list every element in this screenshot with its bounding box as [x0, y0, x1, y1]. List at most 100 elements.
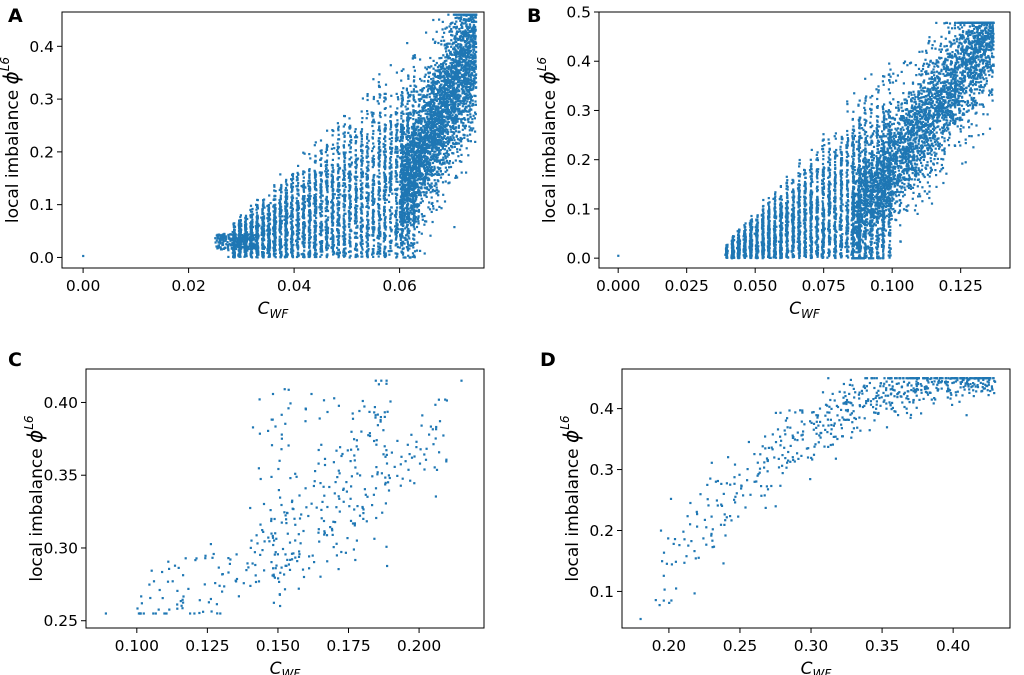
data-point — [467, 34, 471, 37]
data-point — [442, 54, 445, 57]
data-point — [384, 188, 388, 192]
data-point — [384, 164, 387, 167]
data-point — [390, 188, 393, 191]
data-point — [443, 134, 446, 138]
data-point — [269, 202, 272, 205]
data-point — [367, 248, 370, 251]
data-point — [296, 171, 299, 174]
data-point — [474, 65, 477, 68]
data-point — [412, 97, 415, 100]
data-point — [291, 230, 295, 234]
data-point — [445, 128, 448, 131]
data-point — [455, 96, 458, 99]
data-point — [371, 217, 374, 220]
data-point — [348, 127, 351, 130]
data-point — [249, 222, 252, 225]
data-point — [403, 186, 406, 189]
data-point — [301, 232, 304, 235]
data-point — [388, 253, 391, 256]
data-point — [423, 252, 426, 255]
data-point — [447, 147, 451, 150]
data-point — [444, 110, 447, 113]
data-point — [417, 93, 420, 96]
data-point — [399, 205, 402, 209]
data-point — [443, 91, 447, 94]
data-point — [437, 75, 440, 78]
data-point — [446, 123, 449, 127]
data-point — [407, 249, 410, 252]
data-point — [361, 117, 364, 120]
data-point — [445, 159, 448, 162]
data-point — [445, 50, 448, 53]
data-point — [348, 233, 351, 236]
data-point — [412, 136, 415, 139]
data-point — [461, 53, 464, 56]
data-point — [296, 213, 299, 216]
data-point — [344, 247, 347, 250]
data-point — [274, 256, 277, 259]
data-point — [290, 190, 293, 194]
data-point — [454, 16, 457, 20]
data-point — [429, 234, 432, 237]
data-point — [343, 154, 346, 157]
data-point — [394, 137, 397, 140]
data-point — [456, 86, 459, 89]
data-point — [384, 252, 387, 255]
data-point — [457, 47, 460, 50]
data-point — [462, 122, 465, 125]
data-point — [449, 52, 452, 55]
data-point — [471, 121, 474, 124]
data-point — [360, 174, 363, 177]
data-point — [291, 254, 294, 258]
data-point — [355, 190, 358, 193]
data-point — [360, 161, 363, 164]
data-point — [440, 72, 443, 75]
data-point — [401, 94, 404, 97]
data-point — [434, 109, 437, 112]
data-point — [460, 23, 463, 26]
data-point — [424, 157, 427, 161]
data-point — [420, 177, 423, 180]
data-point — [292, 177, 295, 180]
data-point — [360, 135, 363, 138]
data-point — [331, 192, 334, 195]
data-point — [424, 112, 427, 115]
data-point — [458, 99, 462, 102]
data-point — [313, 241, 317, 244]
data-point — [428, 84, 431, 87]
data-point — [407, 254, 410, 257]
data-point — [376, 100, 379, 103]
data-point — [420, 137, 423, 140]
data-point — [454, 127, 457, 130]
data-point — [256, 220, 259, 223]
data-point — [435, 186, 438, 189]
data-point — [372, 248, 375, 251]
data-point — [423, 129, 426, 132]
data-point — [450, 45, 453, 48]
data-point — [361, 97, 364, 100]
data-point — [348, 180, 351, 183]
data-point — [455, 51, 458, 54]
data-point — [413, 124, 416, 127]
data-point — [461, 105, 464, 108]
data-point — [360, 128, 364, 131]
data-point — [416, 111, 419, 114]
data-point — [302, 188, 305, 191]
data-point — [291, 189, 294, 192]
data-point — [313, 253, 316, 256]
data-point — [365, 155, 368, 158]
data-point — [349, 146, 352, 149]
data-point — [462, 110, 465, 113]
data-point — [301, 208, 304, 211]
data-point — [457, 72, 460, 75]
data-point — [348, 188, 352, 191]
data-point — [440, 125, 443, 128]
data-point — [308, 177, 311, 180]
data-point — [394, 216, 397, 219]
data-point — [472, 81, 476, 84]
data-point — [267, 227, 270, 230]
data-point — [378, 129, 381, 132]
data-point — [423, 175, 426, 179]
data-point — [366, 133, 369, 136]
data-point — [422, 87, 426, 90]
